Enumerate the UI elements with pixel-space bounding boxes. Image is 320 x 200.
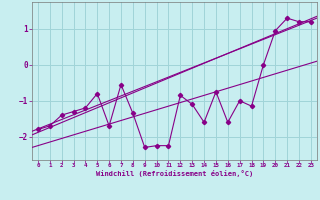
X-axis label: Windchill (Refroidissement éolien,°C): Windchill (Refroidissement éolien,°C) [96,170,253,177]
